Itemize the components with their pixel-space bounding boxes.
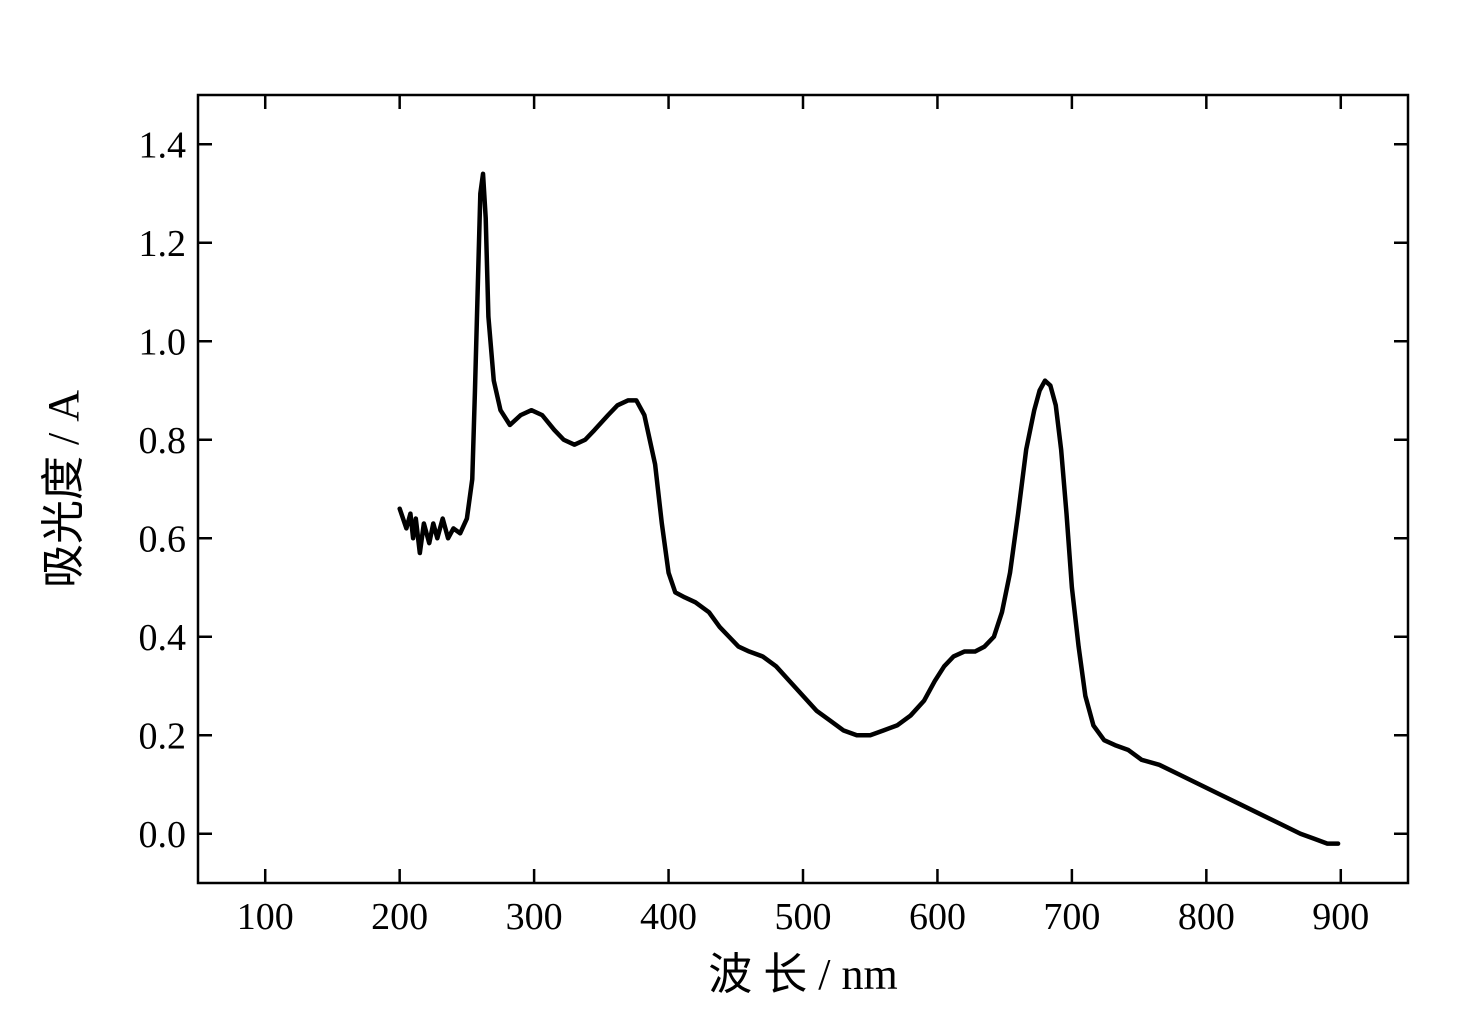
x-tick-label: 200 (371, 896, 428, 938)
y-tick-label: 0.4 (139, 617, 187, 659)
spectrum-chart: 100 200 300 400 500 600 700 800 900 0.0 0.2 0.4 0.6 0… (20, 20, 1456, 1001)
x-tick-label: 100 (237, 896, 294, 938)
y-tick-label: 0.0 (139, 814, 187, 856)
y-tick-label: 0.6 (139, 519, 187, 561)
x-tick-label: 900 (1312, 896, 1369, 938)
x-tick-label: 600 (909, 896, 966, 938)
x-axis-label: 波 长 / nm (708, 950, 897, 999)
x-tick-label: 400 (640, 896, 697, 938)
x-tick-label: 300 (506, 896, 563, 938)
x-tick-label: 800 (1178, 896, 1235, 938)
x-tick-label: 500 (775, 896, 832, 938)
y-tick-label: 0.2 (139, 716, 187, 758)
y-tick-label: 0.8 (139, 420, 187, 462)
y-tick-label: 1.4 (139, 125, 187, 167)
y-axis-label: 吸光度 / A (39, 390, 88, 588)
chart-svg: 100 200 300 400 500 600 700 800 900 0.0 0.2 0.4 0.6 0… (20, 20, 1456, 1001)
y-tick-label: 1.0 (139, 322, 187, 364)
x-tick-label: 700 (1043, 896, 1100, 938)
y-tick-label: 1.2 (139, 223, 187, 265)
